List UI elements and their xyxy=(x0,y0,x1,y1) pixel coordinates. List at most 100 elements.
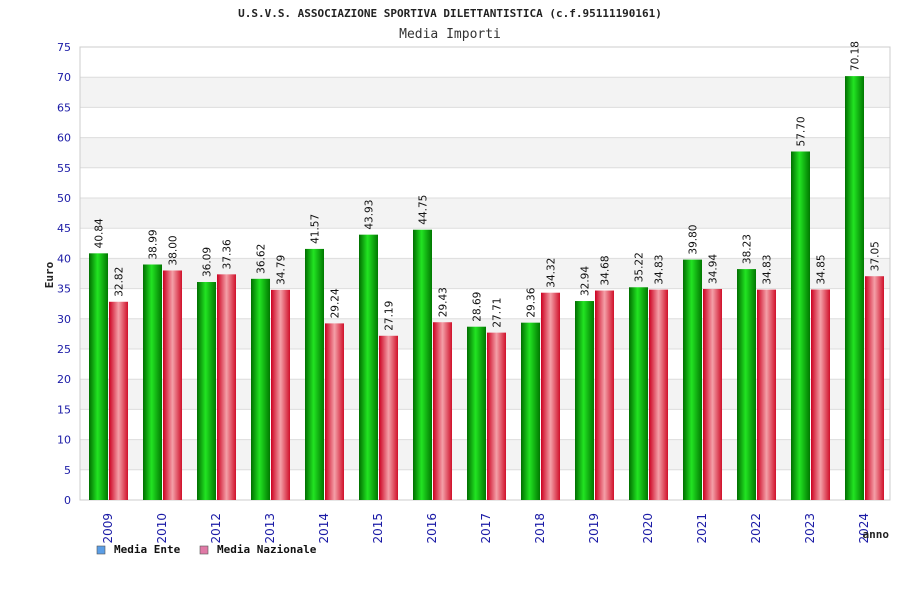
x-tick-label: 2017 xyxy=(479,513,493,544)
grid-band xyxy=(80,167,890,198)
data-label: 37.05 xyxy=(870,241,882,271)
legend-label: Media Ente xyxy=(114,543,181,556)
bar-media-nazionale xyxy=(487,332,506,500)
bar-media-ente xyxy=(413,229,432,500)
data-label: 34.68 xyxy=(600,255,612,285)
legend: Media Ente Media Nazionale xyxy=(96,543,317,556)
y-tick-label: 25 xyxy=(57,343,71,356)
data-label: 43.93 xyxy=(364,200,376,230)
data-label: 28.69 xyxy=(472,292,484,322)
y-tick-label: 30 xyxy=(57,313,71,326)
data-label: 27.19 xyxy=(384,301,396,331)
data-label: 37.36 xyxy=(222,239,234,269)
bar-media-nazionale xyxy=(163,270,182,500)
data-label: 70.18 xyxy=(850,41,862,71)
bar-media-ente xyxy=(305,248,324,500)
bar-media-ente xyxy=(683,259,702,500)
y-tick-label: 0 xyxy=(64,494,71,507)
x-tick-label: 2015 xyxy=(371,513,385,544)
bar-media-ente xyxy=(143,264,162,500)
bar-media-nazionale xyxy=(325,323,344,500)
y-tick-label: 55 xyxy=(57,162,71,175)
chart-subtitle: Media Importi xyxy=(399,27,501,42)
data-label: 29.43 xyxy=(438,287,450,317)
x-tick-label: 2012 xyxy=(209,513,223,544)
y-tick-label: 60 xyxy=(57,132,71,145)
data-label: 34.85 xyxy=(816,254,828,284)
legend-swatch xyxy=(96,545,106,555)
data-label: 29.24 xyxy=(330,288,342,318)
bar-media-nazionale xyxy=(109,301,128,500)
x-tick-label: 2010 xyxy=(155,513,169,544)
x-tick-label: 2020 xyxy=(641,513,655,544)
bar-media-ente xyxy=(629,287,648,500)
bar-media-nazionale xyxy=(757,289,776,500)
x-tick-label: 2016 xyxy=(425,513,439,544)
bar-media-ente xyxy=(359,234,378,501)
data-label: 38.00 xyxy=(168,235,180,265)
bar-media-ente xyxy=(575,301,594,500)
x-tick-label: 2022 xyxy=(749,513,763,544)
x-tick-label: 2018 xyxy=(533,513,547,544)
bar-media-ente xyxy=(197,282,216,500)
y-tick-label: 65 xyxy=(57,101,71,114)
data-label: 34.32 xyxy=(546,258,558,288)
bar-media-nazionale xyxy=(811,289,830,500)
legend-swatch xyxy=(199,545,209,555)
chart-title: U.S.V.S. ASSOCIAZIONE SPORTIVA DILETTANT… xyxy=(238,7,662,20)
grid-band xyxy=(80,77,890,108)
y-tick-label: 5 xyxy=(64,464,71,477)
bar-media-nazionale xyxy=(865,276,884,500)
bar-media-nazionale xyxy=(595,290,614,500)
data-label: 35.22 xyxy=(634,252,646,282)
data-label: 34.83 xyxy=(654,255,666,285)
grid-band xyxy=(80,198,890,229)
bar-media-ente xyxy=(791,151,810,500)
bar-media-nazionale xyxy=(379,335,398,500)
bar-media-nazionale xyxy=(271,289,290,500)
y-axis-label: Euro xyxy=(43,261,56,288)
bar-media-ente xyxy=(521,322,540,500)
bars: 40.84 32.82 38.99 38.00 36.09 37.36 36.62 34.79… xyxy=(89,41,884,501)
x-tick-label: 2009 xyxy=(101,513,115,544)
y-tick-label: 40 xyxy=(57,252,71,265)
x-tick-label: 2013 xyxy=(263,513,277,544)
data-label: 41.57 xyxy=(310,214,322,244)
y-axis: 0 5 10 15 20 25 30 35 40 45 50 55 60 65 70 75 xyxy=(57,41,71,507)
x-tick-label: 2014 xyxy=(317,513,331,544)
data-label: 32.82 xyxy=(114,267,126,297)
bar-media-ente xyxy=(89,253,108,500)
bar-media-ente xyxy=(737,269,756,500)
data-label: 44.75 xyxy=(418,195,430,225)
y-tick-label: 45 xyxy=(57,222,71,235)
grid-band xyxy=(80,47,890,78)
data-label: 29.36 xyxy=(526,287,538,317)
y-tick-label: 35 xyxy=(57,283,71,296)
y-tick-label: 20 xyxy=(57,373,71,386)
data-label: 27.71 xyxy=(492,298,504,328)
data-label: 34.79 xyxy=(276,255,288,285)
x-axis: 2009 2010 2012 2013 2014 2015 2016 2017 2018 2019… xyxy=(101,513,871,544)
data-label: 34.94 xyxy=(708,254,720,284)
y-tick-label: 15 xyxy=(57,403,71,416)
data-label: 32.94 xyxy=(580,266,592,296)
data-label: 40.84 xyxy=(94,218,106,248)
y-tick-label: 10 xyxy=(57,434,71,447)
bar-media-nazionale xyxy=(703,288,722,500)
legend-label: Media Nazionale xyxy=(217,543,317,556)
y-tick-label: 50 xyxy=(57,192,71,205)
data-label: 36.09 xyxy=(202,247,214,277)
grid-band xyxy=(80,228,890,259)
data-label: 39.80 xyxy=(688,225,700,255)
grid-band xyxy=(80,137,890,168)
data-label: 34.83 xyxy=(762,255,774,285)
x-tick-label: 2023 xyxy=(803,513,817,544)
bar-media-ente xyxy=(845,76,864,501)
bar-media-ente xyxy=(467,326,486,500)
x-tick-label: 2021 xyxy=(695,513,709,544)
x-tick-label: 2024 xyxy=(857,513,871,544)
bar-media-nazionale xyxy=(541,292,560,500)
data-label: 36.62 xyxy=(256,244,268,274)
x-axis-label: anno xyxy=(863,528,890,541)
